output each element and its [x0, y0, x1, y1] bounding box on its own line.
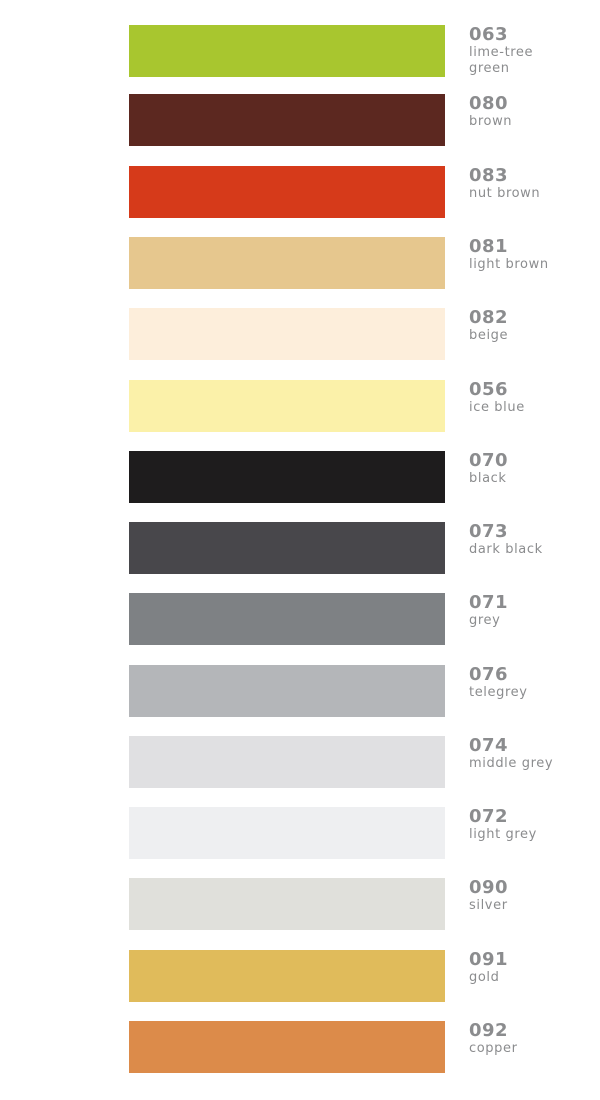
color-swatch	[129, 94, 445, 146]
swatch-code: 063	[469, 24, 509, 45]
swatch-label: 083 nut brown	[469, 166, 594, 202]
color-swatch	[129, 451, 445, 503]
swatch-row-071: 071 grey	[0, 593, 600, 645]
swatch-name: light brown	[469, 257, 549, 272]
swatch-row-081: 081 light brown	[0, 237, 600, 289]
color-swatch	[129, 166, 445, 218]
swatch-label: 082 beige	[469, 308, 594, 344]
swatch-name: black	[469, 471, 507, 486]
swatch-row-073: 073 dark black	[0, 522, 600, 574]
swatch-row-083: 083 nut brown	[0, 166, 600, 218]
color-swatch	[129, 878, 445, 930]
color-swatch	[129, 380, 445, 432]
swatch-row-072: 072 light grey	[0, 807, 600, 859]
swatch-row-092: 092 copper	[0, 1021, 600, 1073]
color-swatch	[129, 308, 445, 360]
swatch-code: 090	[469, 877, 509, 898]
swatch-label: 070 black	[469, 451, 594, 487]
swatch-name: light grey	[469, 827, 537, 842]
swatch-name: brown	[469, 114, 513, 129]
swatch-name: lime-tree green	[469, 45, 534, 76]
swatch-label: 071 grey	[469, 593, 594, 629]
color-swatch	[129, 950, 445, 1002]
swatch-code: 076	[469, 664, 509, 685]
swatch-code: 056	[469, 379, 509, 400]
color-swatch	[129, 522, 445, 574]
swatch-code: 070	[469, 450, 509, 471]
swatch-label: 080 brown	[469, 94, 594, 130]
swatch-name: nut brown	[469, 186, 541, 201]
swatch-row-056: 056 ice blue	[0, 380, 600, 432]
swatch-code: 080	[469, 93, 509, 114]
swatch-name: ice blue	[469, 400, 525, 415]
color-swatch	[129, 25, 445, 77]
swatch-label: 073 dark black	[469, 522, 594, 558]
swatch-code: 083	[469, 165, 509, 186]
swatch-name: middle grey	[469, 756, 554, 771]
swatch-code: 072	[469, 806, 509, 827]
swatch-row-090: 090 silver	[0, 878, 600, 930]
swatch-label: 081 light brown	[469, 237, 594, 273]
swatch-label: 072 light grey	[469, 807, 594, 843]
swatch-name: gold	[469, 970, 500, 985]
swatch-code: 081	[469, 236, 509, 257]
swatch-name: silver	[469, 898, 508, 913]
swatch-name: dark black	[469, 542, 543, 557]
color-swatch	[129, 736, 445, 788]
swatch-code: 091	[469, 949, 509, 970]
swatch-code: 092	[469, 1020, 509, 1041]
swatch-row-080: 080 brown	[0, 94, 600, 146]
swatch-row-076: 076 telegrey	[0, 665, 600, 717]
swatch-label: 056 ice blue	[469, 380, 594, 416]
swatch-label: 090 silver	[469, 878, 594, 914]
swatch-row-074: 074 middle grey	[0, 736, 600, 788]
swatch-row-082: 082 beige	[0, 308, 600, 360]
swatch-code: 071	[469, 592, 509, 613]
swatch-code: 082	[469, 307, 509, 328]
swatch-code: 073	[469, 521, 509, 542]
swatch-row-091: 091 gold	[0, 950, 600, 1002]
swatch-name: beige	[469, 328, 509, 343]
color-swatch	[129, 807, 445, 859]
swatch-label: 063 lime-tree green	[469, 25, 594, 77]
swatch-label: 074 middle grey	[469, 736, 594, 772]
swatch-name: copper	[469, 1041, 518, 1056]
color-swatch	[129, 665, 445, 717]
swatch-row-063: 063 lime-tree green	[0, 25, 600, 77]
swatch-label: 076 telegrey	[469, 665, 594, 701]
swatch-label: 091 gold	[469, 950, 594, 986]
swatch-name: telegrey	[469, 685, 528, 700]
color-swatch	[129, 237, 445, 289]
swatch-code: 074	[469, 735, 509, 756]
swatch-label: 092 copper	[469, 1021, 594, 1057]
swatch-name: grey	[469, 613, 501, 628]
color-swatch	[129, 1021, 445, 1073]
swatch-row-070: 070 black	[0, 451, 600, 503]
color-swatch	[129, 593, 445, 645]
